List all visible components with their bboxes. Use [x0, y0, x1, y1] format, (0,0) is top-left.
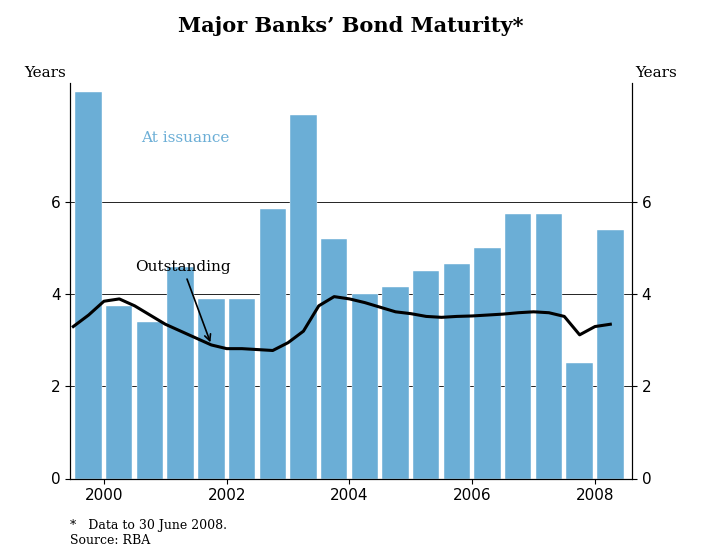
Bar — [597, 230, 623, 478]
Bar — [198, 299, 225, 478]
Text: Years: Years — [25, 66, 66, 80]
Bar — [505, 214, 531, 478]
Bar — [413, 271, 439, 478]
Bar — [383, 288, 409, 478]
Bar — [75, 92, 102, 478]
Bar — [260, 209, 286, 478]
Bar — [536, 214, 562, 478]
Bar — [106, 306, 133, 478]
Text: Outstanding: Outstanding — [135, 260, 230, 340]
Bar — [290, 115, 317, 478]
Bar — [137, 322, 163, 478]
Bar — [567, 364, 592, 478]
Text: At issuance: At issuance — [141, 131, 229, 145]
Bar — [475, 248, 501, 478]
Text: Major Banks’ Bond Maturity*: Major Banks’ Bond Maturity* — [178, 16, 524, 36]
Bar — [229, 299, 256, 478]
Bar — [168, 267, 194, 478]
Bar — [352, 294, 378, 478]
Text: *   Data to 30 June 2008.
Source: RBA: * Data to 30 June 2008. Source: RBA — [70, 519, 227, 547]
Text: Years: Years — [636, 66, 677, 80]
Bar — [321, 239, 347, 478]
Bar — [444, 265, 470, 478]
